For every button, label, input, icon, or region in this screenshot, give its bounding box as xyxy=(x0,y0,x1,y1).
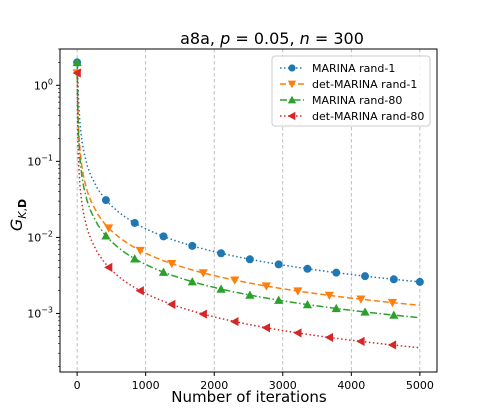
data-point xyxy=(360,307,370,316)
data-point xyxy=(274,260,283,269)
legend-box xyxy=(271,55,431,127)
data-point xyxy=(167,259,177,269)
legend-item: MARINA rand-1 xyxy=(280,62,395,75)
data-point xyxy=(188,241,197,250)
series-line xyxy=(76,61,420,319)
data-point xyxy=(387,340,397,350)
y-tick-label: 100 xyxy=(34,77,53,92)
legend: MARINA rand-1 det-MARINA rand-1 MARINA ran… xyxy=(271,55,431,127)
legend-marker xyxy=(287,95,297,104)
data-point xyxy=(389,310,399,319)
data-point xyxy=(302,299,313,309)
data-point xyxy=(198,269,208,278)
data-point xyxy=(361,272,370,281)
data-point xyxy=(159,232,168,241)
data-point xyxy=(101,196,110,205)
x-tick-label: 0 xyxy=(74,379,81,392)
data-point xyxy=(135,286,144,296)
legend-label: MARINA rand-1 xyxy=(312,62,395,75)
plot-area: 0 1000 2000 3000 4000 5000 10−3 10−2 10−1 100 xyxy=(27,48,438,392)
data-point xyxy=(293,328,302,338)
data-point xyxy=(293,287,303,296)
data-point xyxy=(72,68,81,78)
x-tick-label: 5000 xyxy=(406,379,434,392)
x-tick-label: 1000 xyxy=(132,379,160,392)
data-point xyxy=(130,254,140,263)
data-point xyxy=(389,275,398,284)
legend-marker xyxy=(288,64,296,72)
legend-label: det-MARINA rand-80 xyxy=(312,110,424,123)
y-tick-label: 10−3 xyxy=(27,305,53,320)
data-point xyxy=(331,303,341,313)
data-point xyxy=(198,309,207,319)
x-tick-label: 2000 xyxy=(200,379,228,392)
data-point xyxy=(72,57,82,67)
legend-label: det-MARINA rand-1 xyxy=(312,78,417,91)
legend-item: MARINA rand-80 xyxy=(280,94,402,107)
data-point xyxy=(104,262,113,272)
data-point xyxy=(261,282,271,291)
data-point xyxy=(387,298,398,308)
data-point xyxy=(230,276,240,285)
y-axis-label: GK,D xyxy=(7,199,29,231)
data-point xyxy=(101,231,111,240)
data-point xyxy=(356,295,366,304)
data-point xyxy=(261,323,271,333)
data-point xyxy=(130,218,139,227)
data-point xyxy=(135,246,145,256)
legend-item: det-MARINA rand-1 xyxy=(280,78,417,91)
data-point xyxy=(245,290,255,299)
data-point xyxy=(216,284,226,293)
y-tick-label: 10−1 xyxy=(27,153,53,168)
x-tick-label: 3000 xyxy=(269,379,297,392)
data-point xyxy=(332,268,341,277)
x-axis-label: Number of iterations xyxy=(171,388,327,406)
series-3 xyxy=(72,57,420,319)
axes-frame xyxy=(59,48,438,373)
data-point xyxy=(356,336,365,346)
data-point xyxy=(104,224,114,233)
data-point xyxy=(230,316,239,327)
y-tick-label: 10−2 xyxy=(27,229,53,244)
chart-title: a8a, p = 0.05, n = 300 xyxy=(180,29,364,48)
data-point xyxy=(217,249,226,258)
x-tick-label: 4000 xyxy=(337,379,365,392)
data-point xyxy=(415,277,424,286)
data-point xyxy=(324,332,334,343)
data-point xyxy=(158,267,169,276)
data-point xyxy=(245,255,254,264)
series-line xyxy=(76,72,420,307)
data-point xyxy=(274,295,284,304)
legend-marker xyxy=(287,111,296,121)
data-point xyxy=(167,299,176,309)
legend-marker xyxy=(287,80,297,89)
data-point xyxy=(324,291,334,300)
data-point xyxy=(303,264,312,273)
series-4 xyxy=(72,68,420,350)
legend-item: det-MARINA rand-80 xyxy=(280,110,424,123)
legend-label: MARINA rand-80 xyxy=(312,94,402,107)
data-point xyxy=(187,277,197,286)
series-1 xyxy=(73,58,424,286)
